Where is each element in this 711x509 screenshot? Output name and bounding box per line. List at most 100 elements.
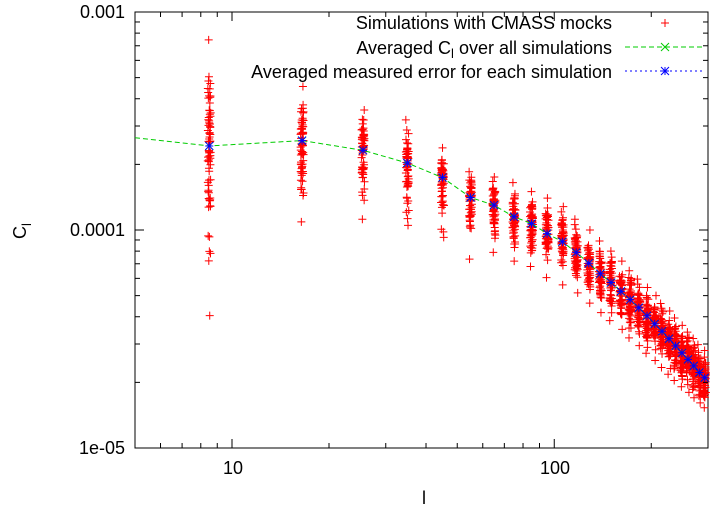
y-axis-label: Cl bbox=[10, 223, 34, 239]
simulation-point bbox=[700, 403, 709, 412]
simulation-point bbox=[509, 234, 518, 243]
simulation-point bbox=[583, 278, 592, 287]
error-layer bbox=[204, 136, 710, 383]
simulation-point bbox=[510, 257, 519, 266]
simulation-point bbox=[694, 348, 703, 357]
simulation-point bbox=[358, 215, 367, 224]
simulation-point bbox=[490, 189, 499, 198]
simulation-point bbox=[570, 254, 579, 263]
simulation-point bbox=[651, 345, 660, 354]
simulation-point bbox=[558, 257, 567, 266]
simulation-point bbox=[696, 398, 705, 407]
error-marker bbox=[657, 326, 667, 336]
error-marker bbox=[297, 136, 307, 145]
simulation-point bbox=[543, 203, 552, 212]
simulation-point bbox=[543, 194, 552, 203]
error-marker bbox=[509, 212, 519, 222]
error-marker bbox=[683, 355, 693, 364]
simulation-point bbox=[677, 382, 686, 391]
simulation-point bbox=[402, 182, 411, 191]
simulation-point bbox=[438, 143, 447, 152]
simulation-point bbox=[542, 211, 551, 220]
simulation-point bbox=[605, 316, 614, 325]
simulation-point bbox=[467, 224, 476, 233]
simulation-point bbox=[683, 380, 692, 389]
simulation-point bbox=[206, 91, 215, 100]
simulation-point bbox=[206, 112, 215, 121]
simulation-point bbox=[404, 149, 413, 158]
simulation-point bbox=[360, 131, 369, 140]
error-marker bbox=[694, 368, 704, 377]
simulation-point bbox=[605, 296, 614, 305]
legend-marker-plus bbox=[661, 19, 669, 27]
simulation-point bbox=[607, 291, 616, 300]
simulation-point bbox=[557, 231, 566, 240]
simulation-point bbox=[656, 341, 665, 350]
simulation-point bbox=[437, 198, 446, 207]
y-tick-label-1e-05: 1e-05 bbox=[79, 438, 125, 458]
simulation-point bbox=[358, 125, 367, 134]
simulation-point bbox=[358, 119, 367, 128]
simulation-point bbox=[510, 243, 519, 252]
simulation-point bbox=[643, 343, 652, 352]
simulation-point bbox=[605, 267, 614, 276]
simulation-point bbox=[439, 227, 448, 236]
error-marker bbox=[634, 303, 644, 313]
simulation-point bbox=[527, 231, 536, 240]
simulation-point bbox=[203, 126, 212, 135]
simulation-point bbox=[634, 290, 643, 299]
simulation-point bbox=[596, 262, 605, 271]
simulation-point bbox=[626, 303, 635, 312]
simulation-point bbox=[542, 273, 551, 282]
simulation-point bbox=[572, 264, 581, 273]
simulation-point bbox=[206, 154, 215, 163]
error-marker bbox=[677, 348, 687, 358]
simulation-point bbox=[559, 249, 568, 258]
simulation-point bbox=[296, 176, 305, 185]
simulation-point bbox=[438, 164, 447, 173]
simulation-point bbox=[439, 169, 448, 178]
simulation-point bbox=[404, 129, 413, 138]
simulation-point bbox=[488, 177, 497, 186]
simulation-point bbox=[465, 255, 474, 264]
x-tick-label-10: 10 bbox=[223, 458, 243, 478]
simulation-point bbox=[694, 357, 703, 366]
simulation-point bbox=[204, 94, 213, 103]
simulation-point bbox=[573, 288, 582, 297]
error-marker bbox=[650, 319, 660, 329]
simulation-point bbox=[529, 213, 538, 222]
simulation-point bbox=[559, 202, 568, 211]
simulation-point bbox=[670, 325, 679, 334]
simulation-point bbox=[656, 299, 665, 308]
simulation-point bbox=[509, 194, 518, 203]
simulation-point bbox=[490, 173, 499, 182]
simulation-point bbox=[526, 262, 535, 271]
simulation-point bbox=[439, 179, 448, 188]
simulation-point bbox=[511, 239, 520, 248]
simulation-point bbox=[633, 280, 642, 289]
simulation-point bbox=[635, 283, 644, 292]
simulation-point bbox=[693, 340, 702, 349]
simulation-point bbox=[594, 274, 603, 283]
simulation-point bbox=[665, 307, 674, 316]
simulation-point bbox=[404, 221, 413, 230]
y-axis-label-main: C bbox=[10, 226, 30, 239]
simulation-point bbox=[204, 137, 213, 146]
simulation-point bbox=[664, 341, 673, 350]
error-marker bbox=[664, 334, 674, 344]
simulation-point bbox=[360, 196, 369, 205]
simulation-point bbox=[204, 77, 213, 86]
simulation-point bbox=[595, 263, 604, 272]
error-marker bbox=[204, 141, 214, 151]
simulation-point bbox=[360, 106, 369, 115]
simulation-point bbox=[617, 310, 626, 319]
simulation-point bbox=[205, 247, 214, 256]
simulation-point bbox=[543, 212, 552, 221]
simulation-point bbox=[585, 274, 594, 283]
simulation-point bbox=[403, 214, 412, 223]
error-marker bbox=[606, 278, 616, 287]
simulation-point bbox=[659, 307, 668, 316]
simulation-point bbox=[297, 169, 306, 178]
simulation-point bbox=[617, 278, 626, 287]
simulation-point bbox=[570, 233, 579, 242]
